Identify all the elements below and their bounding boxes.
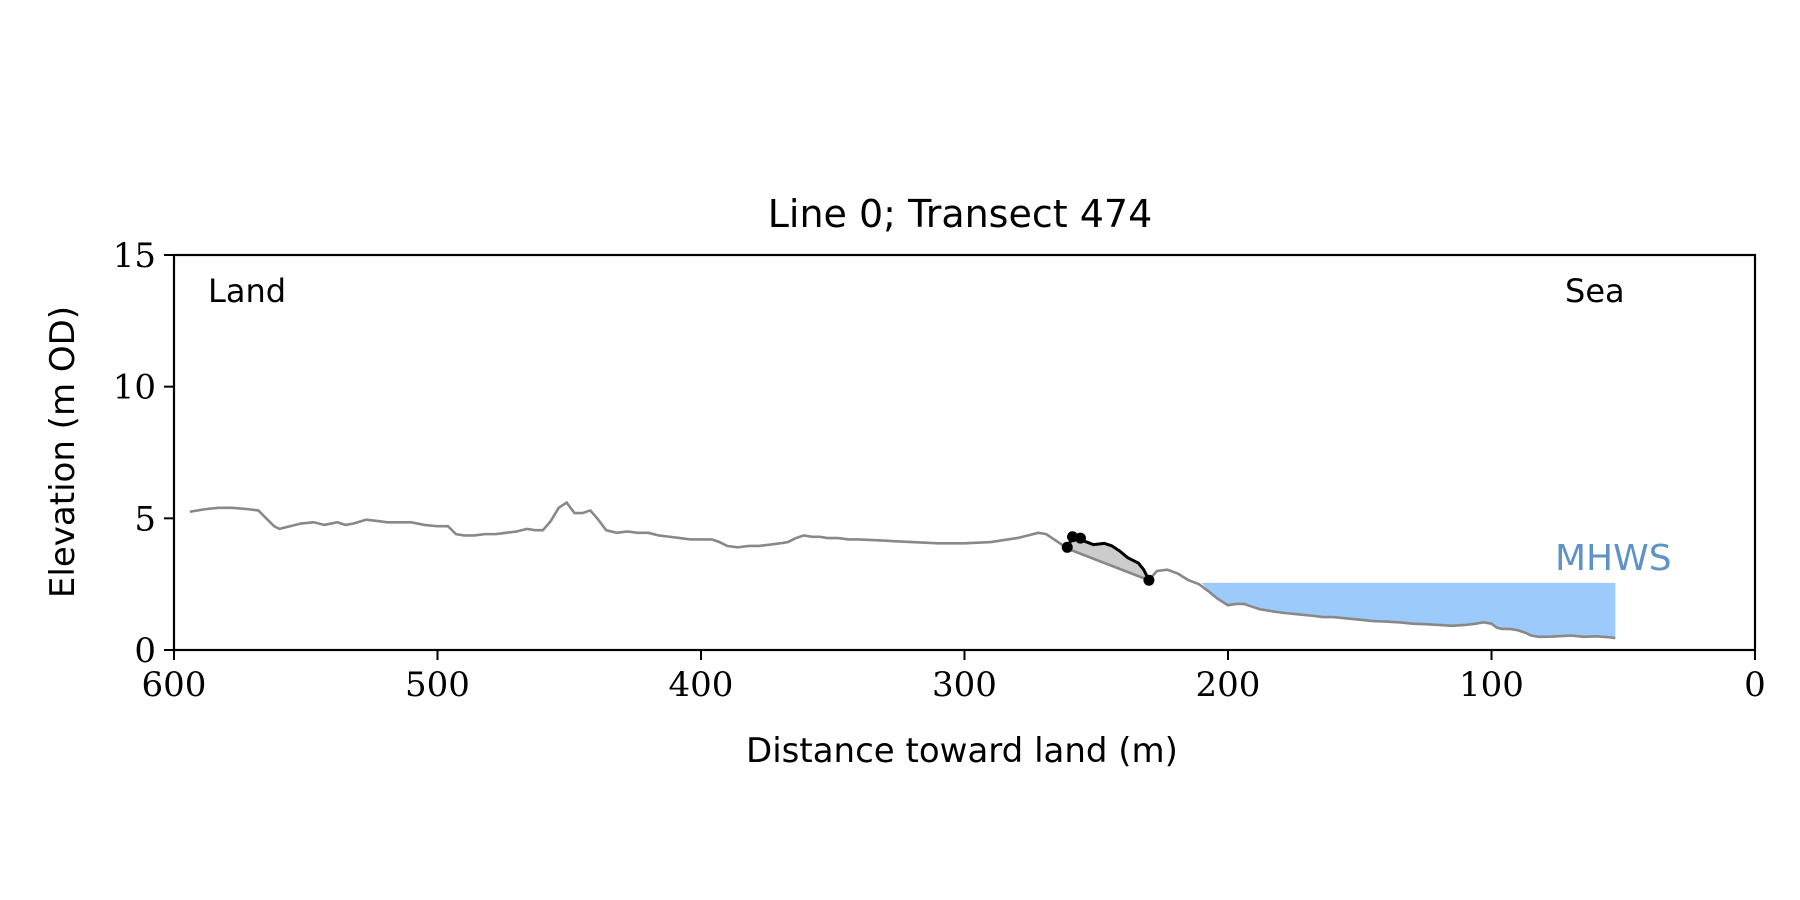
- feature-marker: [1074, 532, 1086, 544]
- profile-line: [1147, 568, 1616, 640]
- x-tick-label: 200: [1196, 665, 1261, 705]
- x-axis: 600 500 400 300 200 100 0: [142, 650, 1766, 705]
- mhws-label: MHWS: [1555, 538, 1672, 579]
- land-label: Land: [208, 272, 286, 310]
- profile-line: [189, 501, 1069, 550]
- x-tick-label: 500: [405, 665, 470, 705]
- y-tick-label: 15: [113, 236, 156, 276]
- y-axis: 0 5 10 15: [113, 236, 174, 671]
- sea-label: Sea: [1565, 272, 1625, 310]
- plot-area: [189, 501, 1616, 640]
- y-tick-label: 0: [134, 631, 156, 671]
- x-tick-label: 0: [1744, 665, 1766, 705]
- baseline-line: [1066, 547, 1150, 582]
- x-tick-label: 300: [932, 665, 997, 705]
- y-tick-label: 5: [134, 499, 156, 539]
- y-axis-label: Elevation (m OD): [43, 306, 83, 598]
- x-tick-label: 600: [142, 665, 207, 705]
- water-fill: [1201, 582, 1616, 639]
- feature-fill: [1067, 536, 1149, 581]
- feature-marker: [1061, 541, 1073, 553]
- x-axis-label: Distance toward land (m): [746, 731, 1178, 771]
- feature-marker: [1143, 574, 1155, 586]
- x-tick-label: 100: [1459, 665, 1524, 705]
- y-tick-label: 10: [113, 368, 156, 408]
- x-tick-label: 400: [669, 665, 734, 705]
- chart-title: Line 0; Transect 474: [768, 192, 1153, 236]
